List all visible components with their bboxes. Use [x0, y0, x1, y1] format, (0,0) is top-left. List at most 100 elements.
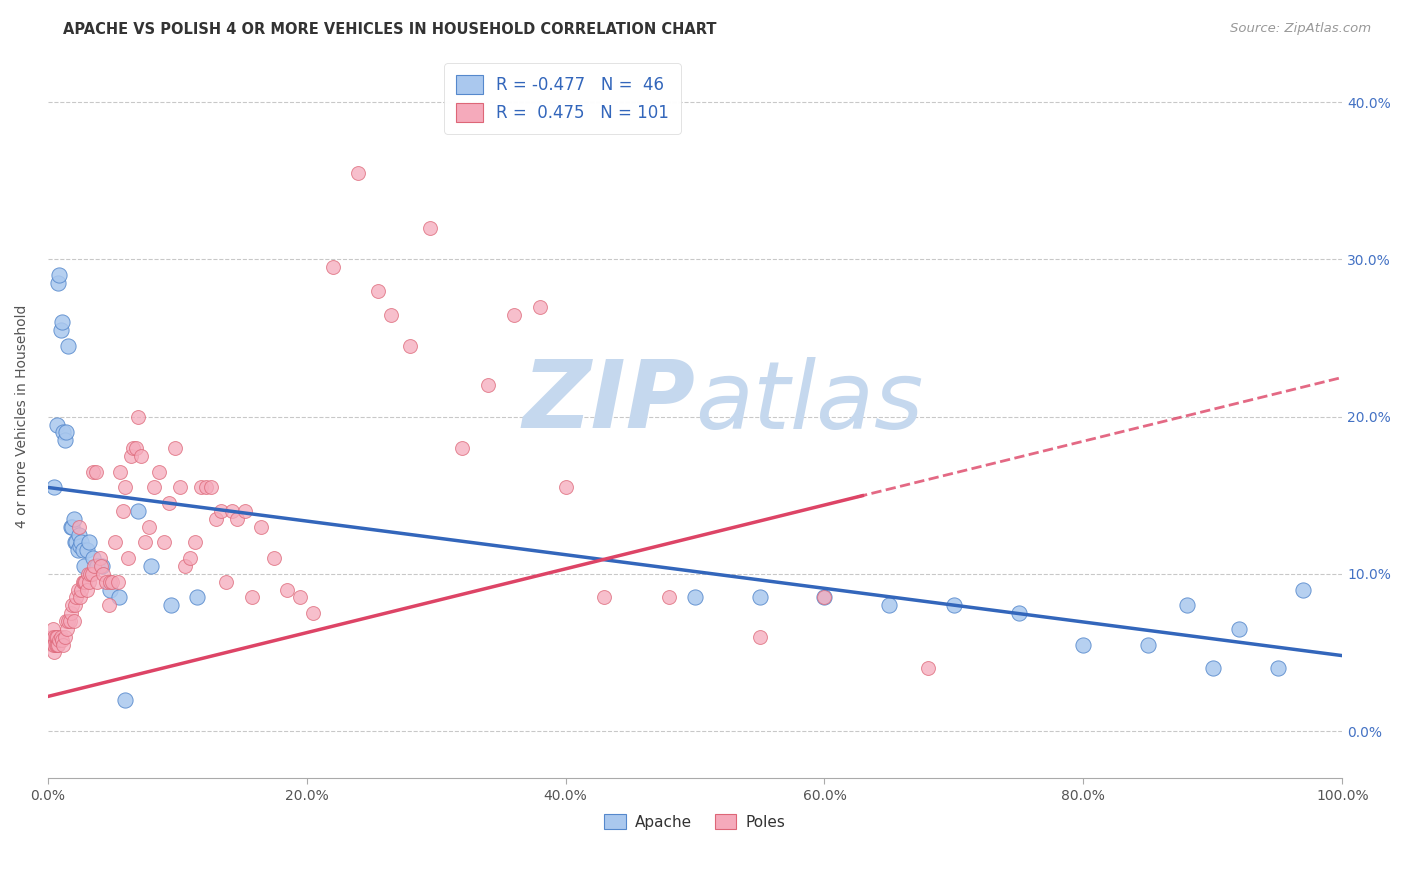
- Point: [51, 315, 73, 329]
- Point: [69, 591, 91, 605]
- Point: [46, 276, 69, 290]
- Point: [127, 409, 149, 424]
- Point: [66, 582, 89, 597]
- Point: [77, 566, 100, 581]
- Point: [44, 638, 66, 652]
- Point: [75, 574, 97, 589]
- Point: [813, 591, 835, 605]
- Point: [127, 504, 149, 518]
- Point: [502, 308, 524, 322]
- Point: [49, 630, 72, 644]
- Point: [367, 284, 389, 298]
- Point: [48, 632, 70, 647]
- Point: [148, 465, 170, 479]
- Point: [138, 519, 160, 533]
- Point: [58, 339, 80, 353]
- Point: [529, 300, 551, 314]
- Point: [56, 622, 79, 636]
- Point: [153, 535, 176, 549]
- Point: [49, 323, 72, 337]
- Point: [93, 566, 115, 581]
- Point: [98, 582, 121, 597]
- Point: [683, 591, 706, 605]
- Point: [94, 574, 117, 589]
- Point: [122, 441, 145, 455]
- Point: [877, 599, 900, 613]
- Point: [322, 260, 344, 275]
- Point: [86, 559, 108, 574]
- Point: [65, 591, 87, 605]
- Point: [174, 559, 197, 574]
- Point: [120, 449, 142, 463]
- Point: [77, 574, 100, 589]
- Point: [593, 591, 616, 605]
- Point: [73, 574, 96, 589]
- Point: [205, 512, 228, 526]
- Text: ZIP: ZIP: [522, 356, 695, 448]
- Point: [942, 599, 965, 613]
- Point: [399, 339, 422, 353]
- Point: [117, 551, 139, 566]
- Point: [44, 630, 66, 644]
- Point: [79, 566, 101, 581]
- Point: [98, 574, 121, 589]
- Point: [70, 535, 93, 549]
- Point: [917, 661, 939, 675]
- Point: [55, 614, 77, 628]
- Point: [169, 480, 191, 494]
- Point: [288, 591, 311, 605]
- Point: [276, 582, 298, 597]
- Point: [1267, 661, 1289, 675]
- Point: [1292, 582, 1315, 597]
- Point: [58, 614, 80, 628]
- Point: [1007, 606, 1029, 620]
- Point: [240, 591, 263, 605]
- Point: [45, 417, 67, 432]
- Point: [108, 591, 131, 605]
- Point: [184, 535, 207, 549]
- Point: [51, 632, 73, 647]
- Point: [67, 519, 90, 533]
- Point: [1175, 599, 1198, 613]
- Point: [111, 504, 134, 518]
- Point: [1137, 638, 1160, 652]
- Point: [60, 606, 83, 620]
- Point: [86, 574, 108, 589]
- Point: [59, 614, 82, 628]
- Point: [76, 582, 98, 597]
- Point: [104, 535, 127, 549]
- Text: atlas: atlas: [695, 357, 924, 448]
- Point: [1202, 661, 1225, 675]
- Point: [380, 308, 402, 322]
- Point: [82, 551, 104, 566]
- Point: [302, 606, 325, 620]
- Point: [65, 535, 87, 549]
- Point: [60, 599, 83, 613]
- Point: [451, 441, 474, 455]
- Point: [77, 535, 100, 549]
- Point: [52, 425, 75, 440]
- Point: [42, 638, 65, 652]
- Point: [163, 441, 186, 455]
- Point: [250, 519, 273, 533]
- Point: [60, 519, 83, 533]
- Point: [80, 566, 103, 581]
- Point: [41, 630, 63, 644]
- Legend: Apache, Poles: Apache, Poles: [599, 808, 792, 836]
- Point: [53, 434, 76, 448]
- Point: [419, 221, 441, 235]
- Point: [46, 638, 69, 652]
- Point: [221, 504, 243, 518]
- Point: [200, 480, 222, 494]
- Point: [97, 599, 120, 613]
- Point: [45, 630, 67, 644]
- Point: [190, 480, 212, 494]
- Text: Source: ZipAtlas.com: Source: ZipAtlas.com: [1230, 22, 1371, 36]
- Point: [114, 480, 136, 494]
- Point: [107, 574, 129, 589]
- Point: [813, 591, 835, 605]
- Point: [134, 535, 156, 549]
- Point: [91, 559, 114, 574]
- Y-axis label: 4 or more Vehicles in Household: 4 or more Vehicles in Household: [15, 305, 30, 528]
- Point: [110, 465, 132, 479]
